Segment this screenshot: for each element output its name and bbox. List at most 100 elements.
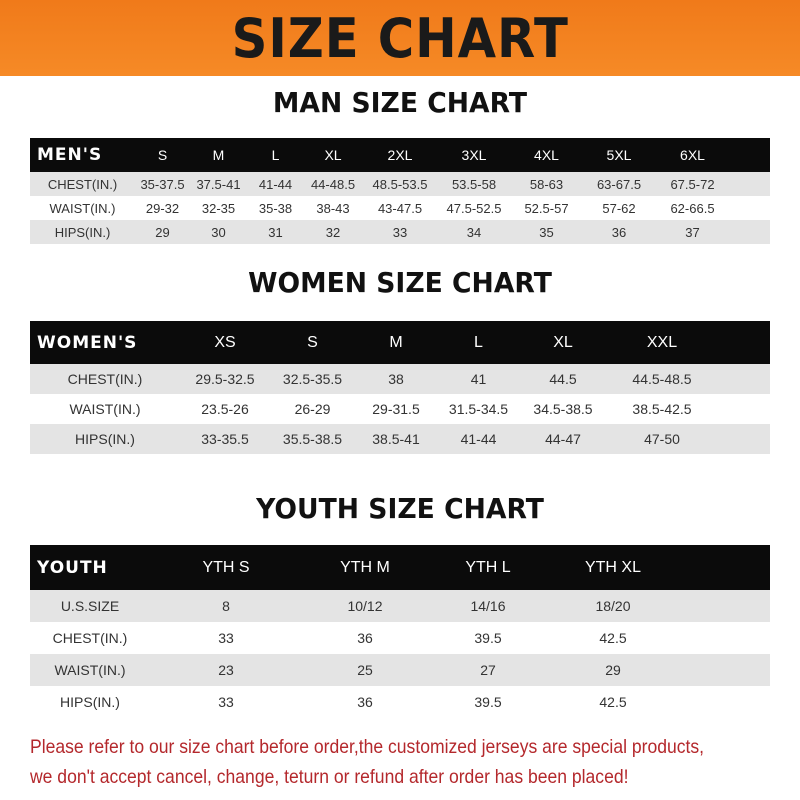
measurement-value: 41	[470, 371, 487, 387]
measurement-label: WAIST(IN.)	[54, 662, 126, 678]
table-row: U.S.SIZE 8 10/12 14/16 18/20	[30, 590, 770, 622]
measurement-value: 44-48.5	[310, 176, 356, 192]
youth-size-table: YOUTH YTH S YTH M YTH L YTH XL U.S.SIZE 8 10/12…	[30, 545, 770, 718]
measurement-value: 33	[218, 694, 234, 710]
table-row: WAIST(IN.) 29-32 32-35 35-38 38-43 43-47.5 47.…	[30, 196, 770, 220]
size-column-header: YTH XL	[584, 558, 641, 576]
measurement-value: 62-66.5	[670, 200, 715, 216]
measurement-value: 10/12	[347, 598, 383, 614]
table-row: HIPS(IN.) 33-35.5 35.5-38.5 38.5-41 41-44 44-…	[30, 424, 770, 454]
measurement-value: 29-31.5	[372, 401, 420, 417]
size-column-header: 5XL	[606, 147, 632, 163]
table-category-label: WOMEN'S	[37, 332, 138, 353]
measurement-value: 32	[325, 224, 341, 240]
measurement-value: 44.5	[549, 371, 577, 387]
table-row: HIPS(IN.) 29 30 31 32 33 34 35 36 37	[30, 220, 770, 244]
table-row: WAIST(IN.) 23 25 27 29	[30, 654, 770, 686]
measurement-value: 31.5-34.5	[448, 401, 509, 417]
measurement-label: HIPS(IN.)	[54, 224, 111, 240]
table-category-label: YOUTH	[37, 557, 108, 578]
measurement-value: 33	[218, 630, 234, 646]
table-row: CHEST(IN.) 35-37.5 37.5-41 41-44 44-48.5 48.5…	[30, 172, 770, 196]
measurement-value: 33	[392, 224, 408, 240]
measurement-label: CHEST(IN.)	[47, 176, 118, 192]
measurement-value: 35.5-38.5	[282, 431, 343, 447]
measurement-value: 41-44	[258, 176, 293, 192]
size-column-header: YTH M	[340, 558, 390, 576]
men-section-title: MAN SIZE CHART	[272, 86, 528, 119]
table-header-row: YOUTH YTH S YTH M YTH L YTH XL	[30, 545, 770, 590]
measurement-value: 18/20	[595, 598, 631, 614]
measurement-label: WAIST(IN.)	[49, 200, 116, 216]
table-category-label: MEN'S	[37, 145, 103, 165]
measurement-value: 58-63	[529, 176, 564, 192]
women-section-title: WOMEN SIZE CHART	[248, 266, 552, 299]
measurement-value: 63-67.5	[596, 176, 642, 192]
measurement-value: 38-43	[316, 200, 350, 216]
size-column-header: M	[212, 147, 225, 163]
measurement-value: 47-50	[644, 431, 680, 447]
measurement-label: HIPS(IN.)	[60, 694, 120, 710]
measurement-value: 39.5	[474, 630, 502, 646]
measurement-value: 37.5-41	[196, 176, 241, 192]
measurement-value: 39.5	[474, 694, 502, 710]
measurement-value: 23.5-26	[201, 401, 249, 417]
table-row: HIPS(IN.) 33 36 39.5 42.5	[30, 686, 770, 718]
table-header-row: WOMEN'S XS S M L XL XXL	[30, 321, 770, 364]
notice-line-1: Please refer to our size chart before or…	[30, 736, 705, 758]
measurement-value: 37	[685, 224, 700, 240]
size-column-header: S	[157, 147, 168, 163]
size-column-header: M	[389, 333, 403, 351]
table-row: WAIST(IN.) 23.5-26 26-29 29-31.5 31.5-34.5 34…	[30, 394, 770, 424]
measurement-value: 8	[222, 598, 230, 614]
size-column-header: L	[271, 147, 280, 163]
measurement-value: 38.5-41	[372, 431, 420, 447]
measurement-value: 29	[155, 224, 170, 240]
size-column-header: YTH S	[202, 558, 250, 576]
size-column-header: S	[307, 333, 318, 351]
measurement-value: 67.5-72	[670, 176, 715, 192]
measurement-label: U.S.SIZE	[60, 598, 120, 614]
measurement-value: 14/16	[470, 598, 506, 614]
measurement-value: 26-29	[294, 401, 331, 417]
measurement-value: 41-44	[460, 431, 497, 447]
measurement-value: 38	[388, 371, 404, 387]
size-column-header: XXL	[646, 333, 678, 351]
men-size-table: MEN'S S M L XL 2XL 3XL 4XL 5XL 6XL CHEST(IN.) 35-37…	[30, 138, 770, 244]
measurement-value: 38.5-42.5	[632, 401, 692, 417]
size-column-header: 6XL	[680, 147, 705, 163]
size-column-header: L	[474, 333, 483, 351]
measurement-value: 32-35	[201, 200, 236, 216]
measurement-value: 36	[357, 694, 373, 710]
measurement-value: 29.5-32.5	[195, 371, 255, 387]
measurement-value: 36	[357, 630, 373, 646]
size-column-header: YTH L	[465, 558, 511, 576]
size-column-header: 3XL	[461, 147, 487, 163]
measurement-value: 29	[605, 662, 621, 678]
measurement-label: CHEST(IN.)	[67, 371, 143, 387]
measurement-value: 57-62	[602, 200, 636, 216]
measurement-value: 32.5-35.5	[282, 371, 343, 387]
measurement-value: 29-32	[145, 200, 180, 216]
measurement-value: 36	[611, 224, 627, 240]
table-row: CHEST(IN.) 33 36 39.5 42.5	[30, 622, 770, 654]
measurement-value: 23	[218, 662, 234, 678]
size-column-header: XS	[214, 333, 236, 351]
size-column-header: 2XL	[387, 147, 413, 163]
size-column-header: XL	[553, 333, 573, 351]
size-column-header: XL	[324, 147, 342, 163]
measurement-value: 42.5	[599, 630, 627, 646]
measurement-value: 27	[480, 662, 496, 678]
measurement-value: 35	[539, 224, 554, 240]
measurement-value: 47.5-52.5	[446, 200, 502, 216]
size-column-header: 4XL	[534, 147, 559, 163]
measurement-label: WAIST(IN.)	[69, 401, 141, 417]
measurement-value: 25	[357, 662, 373, 678]
measurement-value: 42.5	[599, 694, 627, 710]
measurement-value: 44.5-48.5	[632, 371, 692, 387]
page-title: SIZE CHART	[231, 6, 569, 70]
measurement-value: 34.5-38.5	[533, 401, 593, 417]
measurement-value: 35-38	[258, 200, 293, 216]
measurement-value: 34	[466, 224, 482, 240]
notice-line-2: we don't accept cancel, change, teturn o…	[30, 766, 629, 788]
